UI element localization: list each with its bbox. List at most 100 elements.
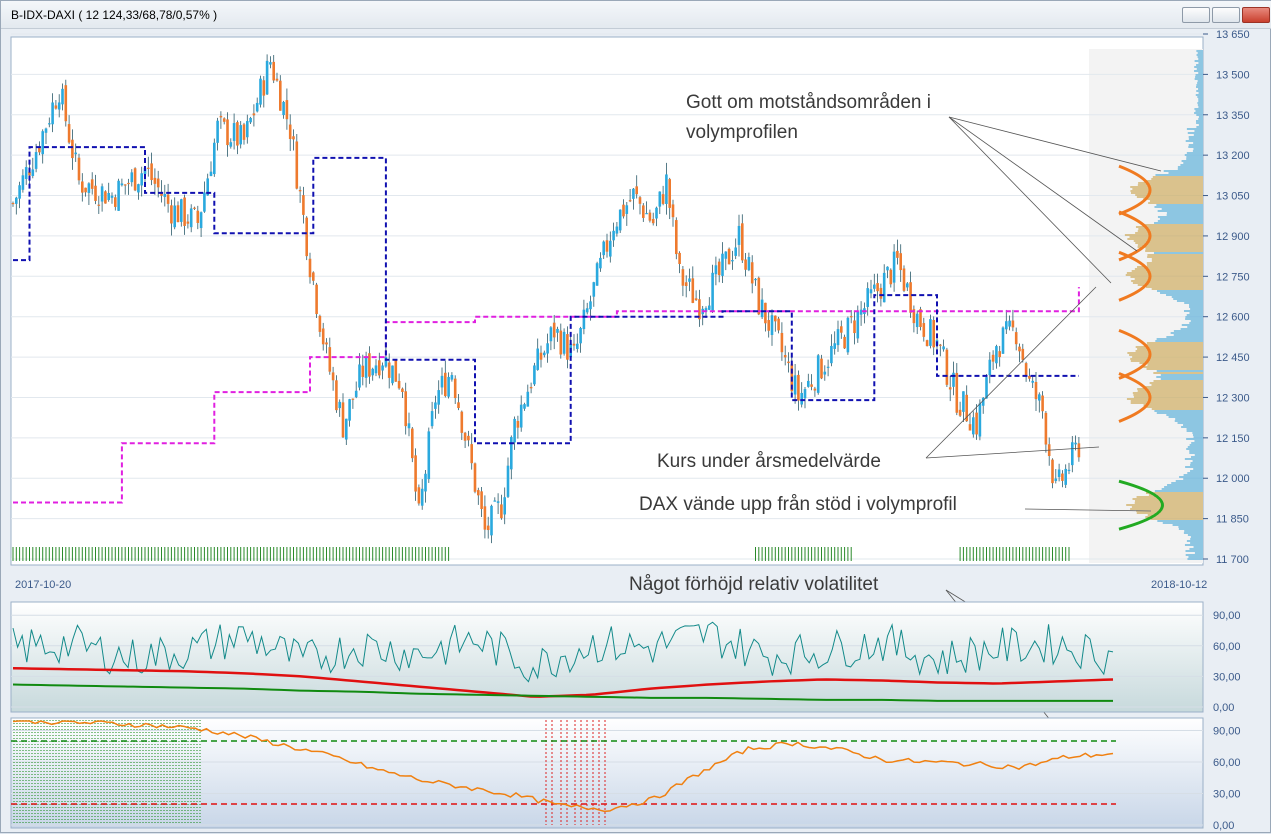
candle-down	[236, 122, 239, 146]
candle-up	[711, 272, 714, 311]
candle-up	[420, 488, 424, 506]
price-tick-label: 13 050	[1216, 191, 1250, 203]
candle-up	[582, 309, 586, 330]
candle-down	[991, 354, 995, 362]
candle-down	[94, 185, 97, 201]
candle-up	[859, 309, 863, 315]
candle-down	[694, 298, 698, 301]
candle-down	[566, 334, 569, 360]
candle-up	[232, 123, 236, 141]
candle-down	[912, 309, 916, 324]
resistance-marker	[1118, 372, 1152, 423]
candle-down	[127, 182, 130, 185]
candle-up	[754, 278, 757, 281]
resistance-marker	[1118, 210, 1152, 262]
candle-up	[833, 343, 836, 349]
candle-up	[830, 345, 833, 364]
candle-down	[325, 342, 328, 345]
candle-down	[411, 428, 414, 459]
candle-down	[166, 194, 170, 204]
candle-down	[404, 391, 407, 427]
volatility-pane[interactable]	[10, 601, 1204, 713]
candle-down	[820, 358, 823, 379]
candle-up	[496, 501, 500, 503]
candle-up	[364, 356, 368, 378]
candle-up	[1064, 468, 1067, 485]
candle-down	[335, 380, 338, 411]
candle-down	[529, 386, 533, 389]
candle-up	[882, 272, 886, 303]
candle-down	[28, 171, 31, 176]
candle-down	[539, 352, 543, 360]
candle-down	[470, 444, 473, 464]
close-button[interactable]	[1242, 7, 1270, 23]
candle-down	[945, 349, 949, 385]
candle-down	[757, 277, 761, 315]
minimize-button[interactable]	[1182, 7, 1210, 23]
oscillator-line	[12, 720, 1114, 813]
candle-down	[797, 374, 800, 401]
candle-up	[447, 376, 450, 397]
candle-down	[318, 315, 322, 332]
candle-up	[576, 343, 579, 349]
candle-down	[84, 187, 87, 193]
candle-up	[391, 365, 394, 384]
candle-down	[275, 78, 279, 81]
candle-down	[678, 252, 681, 265]
candle-down	[899, 253, 902, 271]
annotation-below-average: Kurs under årsmedelvärde	[657, 451, 881, 472]
candle-up	[549, 327, 553, 342]
candle-down	[909, 282, 912, 313]
candle-up	[688, 278, 691, 282]
candle-down	[605, 240, 609, 252]
candle-up	[282, 101, 285, 116]
candle-down	[272, 61, 275, 81]
candle-down	[675, 220, 678, 255]
candle-up	[546, 343, 549, 354]
axis-tick-label: 90,00	[1213, 726, 1241, 738]
candle-up	[612, 230, 615, 241]
candle-down	[681, 269, 685, 286]
candle-up	[866, 288, 869, 307]
candle-up	[836, 329, 840, 346]
candle-up	[533, 365, 536, 385]
candle-down	[114, 197, 117, 207]
candle-up	[189, 208, 193, 228]
candle-down	[414, 455, 417, 492]
price-tick-label: 12 150	[1216, 433, 1250, 445]
candle-down	[1044, 412, 1048, 445]
candle-down	[81, 181, 84, 193]
candle-up	[731, 260, 734, 262]
candle-down	[638, 197, 642, 204]
candle-down	[813, 388, 817, 391]
candle-down	[77, 157, 81, 181]
maximize-button[interactable]	[1212, 7, 1240, 23]
candle-down	[628, 200, 632, 202]
volume-profile-area	[1089, 49, 1203, 563]
candle-down	[876, 283, 879, 292]
candle-up	[906, 283, 909, 288]
yearly-average-line	[13, 287, 1080, 504]
candle-down	[780, 332, 784, 353]
candle-up	[602, 241, 605, 256]
candle-up	[506, 465, 510, 497]
candle-up	[1074, 442, 1077, 445]
candle-up	[213, 142, 216, 175]
candle-up	[562, 331, 566, 354]
candle-up	[24, 167, 28, 179]
candle-up	[434, 402, 437, 409]
volatility-line	[12, 621, 1114, 683]
candle-up	[1054, 478, 1058, 481]
candle-up	[338, 401, 341, 409]
resistance-marker	[1118, 328, 1152, 380]
oscillator-axis: 90,00 60,00 30,00 0,00	[1213, 726, 1241, 833]
candle-down	[104, 191, 107, 204]
candle-up	[655, 207, 658, 219]
candle-up	[163, 193, 167, 197]
oscillator-pane[interactable]	[10, 717, 1204, 829]
candle-down	[727, 248, 731, 265]
candle-up	[510, 437, 513, 470]
candle-up	[255, 102, 259, 112]
price-pane[interactable]	[10, 36, 1204, 566]
candle-up	[556, 328, 559, 333]
